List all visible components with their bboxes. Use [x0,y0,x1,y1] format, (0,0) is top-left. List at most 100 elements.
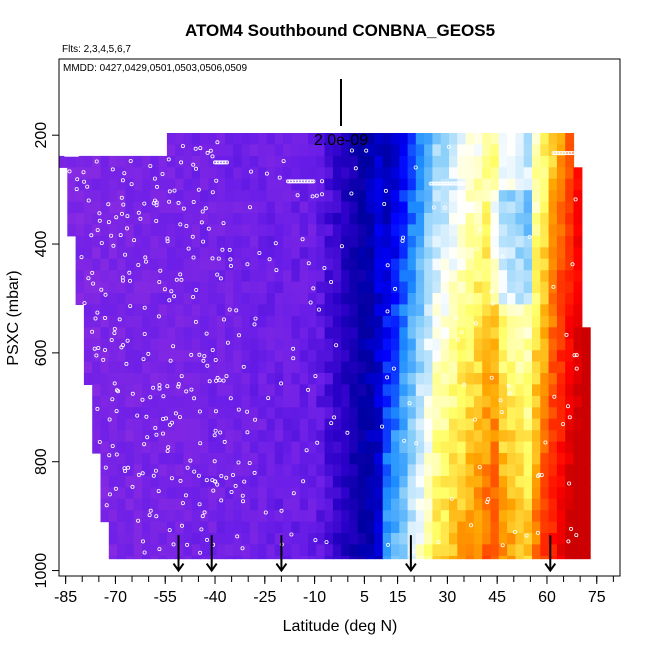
heatmap-cell [249,167,259,180]
heatmap-cell [407,167,417,180]
heatmap-cell [374,395,384,408]
heatmap-cell [507,167,516,180]
observation-marker [383,188,388,193]
observation-marker [219,498,224,503]
heatmap-cell [532,213,541,225]
observation-marker [500,543,505,548]
heatmap-cell [565,487,575,500]
observation-marker [222,439,227,444]
heatmap-cell [158,270,168,283]
heatmap-cell [175,315,185,328]
heatmap-cell [200,155,209,168]
heatmap-cell [100,235,110,248]
heatmap-cell [581,407,591,420]
heatmap-cell [515,464,525,477]
observation-marker [151,385,156,390]
heatmap-cell [258,293,268,305]
heatmap-cell [332,430,342,443]
heatmap-cell [308,544,317,557]
heatmap-cell [465,167,475,180]
heatmap-cell [399,430,409,443]
heatmap-cell [382,327,392,340]
heatmap-cell [274,178,284,191]
heatmap-cell [449,304,458,317]
heatmap-cell [283,430,292,443]
heatmap-cell [266,407,276,420]
heatmap-cell [490,281,500,294]
heatmap-cell [133,201,143,214]
heatmap-cell [133,487,143,500]
observation-marker [142,331,147,336]
heatmap-cell [258,373,268,385]
heatmap-cell [465,281,475,294]
heatmap-cell [266,235,276,248]
heatmap-cell [581,533,591,545]
heatmap-cell [108,453,118,465]
observation-marker [167,528,172,533]
heatmap-cell [291,453,301,465]
heatmap-cell [382,453,392,465]
heatmap-cell [158,167,168,180]
heatmap-cell [415,487,425,500]
heatmap-cell [415,510,425,523]
heatmap-cell [158,361,168,374]
observation-marker [304,448,309,453]
heatmap-cell [424,384,433,397]
observation-marker [574,533,579,538]
heatmap-cell [507,395,516,408]
heatmap-cell [540,178,550,191]
heatmap-cell [407,144,417,157]
heatmap-cell [100,487,110,500]
heatmap-cell [581,475,591,488]
heatmap-cell [573,521,583,534]
heatmap-cell [432,498,442,511]
heatmap-cell [208,281,218,294]
heatmap-cell [573,498,583,511]
heatmap-cell [332,441,342,454]
heatmap-cell [283,407,292,420]
heatmap-cell [399,464,409,477]
heatmap-cell [133,247,143,260]
heatmap-cell [415,155,425,168]
observation-marker [218,276,223,281]
heatmap-cell [299,350,309,363]
heatmap-cell [523,315,533,328]
observation-marker [178,478,183,483]
heatmap-cell [440,453,450,465]
heatmap-cell [498,521,508,534]
heatmap-cell [324,498,334,511]
observation-marker [345,430,350,435]
heatmap-cell [258,144,268,157]
observation-marker [204,331,209,336]
heatmap-cell [457,361,467,374]
heatmap-cell [92,247,102,260]
heatmap-cell [150,533,160,545]
heatmap-cell [175,441,185,454]
heatmap-cell [374,270,384,283]
heatmap-cell [258,270,268,283]
heatmap-cell [299,555,309,560]
heatmap-cell [175,544,185,557]
observation-marker [157,383,162,388]
observation-markers [63,140,579,555]
heatmap-cell [473,293,483,305]
observation-marker [210,190,215,195]
heatmap-cell [92,350,102,363]
heatmap-cell [473,533,483,545]
heatmap-cell [324,487,334,500]
heatmap-cell [299,167,309,180]
heatmap-cell [208,304,218,317]
heatmap-cell [200,213,209,225]
heatmap-cell [216,395,226,408]
observation-marker [157,547,162,552]
observation-marker [253,316,258,321]
heatmap-cell [565,555,575,560]
heatmap-cell [573,258,583,271]
heatmap-cell [125,281,135,294]
heatmap-cell [200,544,209,557]
heatmap-cell [523,258,533,271]
observation-marker [349,191,354,196]
heatmap-cell [92,338,102,351]
observation-marker [165,384,170,389]
heatmap-cell [332,270,342,283]
